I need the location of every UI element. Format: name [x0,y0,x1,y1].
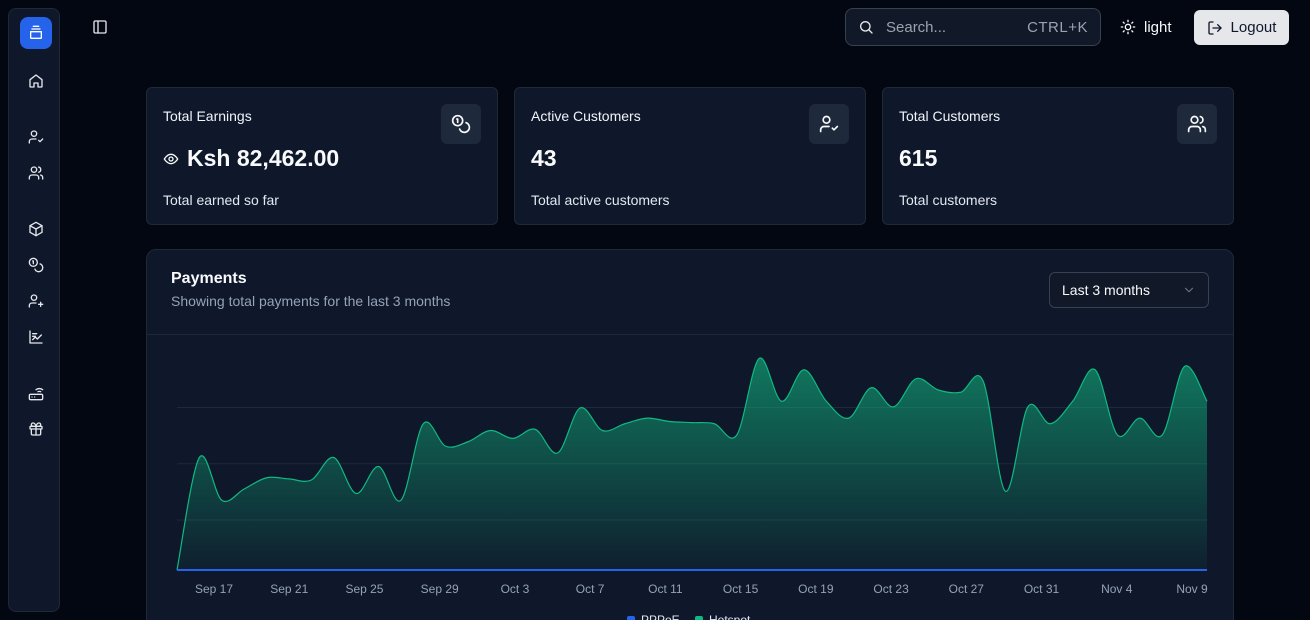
panel-divider [147,334,1233,335]
theme-label: light [1144,18,1172,36]
card-value: 615 [899,145,938,171]
x-tick-label: Oct 19 [798,582,834,596]
card-icon-box [441,104,481,144]
sidebar-item-routers[interactable] [24,381,48,405]
card-value: Ksh 82,462.00 [163,145,339,172]
sidebar-item-reports[interactable] [24,325,48,349]
x-tick-label: Oct 27 [949,582,985,596]
legend-swatch [695,616,703,620]
user-check-icon [28,130,44,144]
x-tick-label: Sep 21 [270,582,308,596]
legend-swatch [627,616,635,620]
panel-title: Payments [171,270,247,287]
stack-icon [30,25,42,39]
hotspot-line [176,357,1208,571]
sidebar-item-payments[interactable] [24,253,48,277]
home-icon [29,74,43,88]
search-shortcut: CTRL+K [1027,18,1088,36]
x-tick-label: Oct 23 [873,582,909,596]
gift-icon [29,422,43,436]
card-total-earnings: Total Earnings Ksh 82,462.00 Total earne… [146,87,498,225]
x-tick-label: Oct 11 [648,582,683,596]
panel-description: Showing total payments for the last 3 mo… [171,293,451,309]
logout-label: Logout [1230,19,1277,36]
sun-icon [1120,19,1136,35]
card-subtitle: Total customers [899,192,998,208]
card-icon-box [1177,104,1217,144]
range-select[interactable]: Last 3 months [1049,272,1209,308]
chart-icon [29,330,43,344]
panel-left-icon [93,20,107,34]
user-plus-icon [28,294,44,308]
x-tick-label: Oct 31 [1024,582,1060,596]
card-label: Total Earnings [163,108,252,124]
hotspot-area [177,358,1207,570]
sidebar-item-active-users[interactable] [24,125,48,149]
payments-chart: Sep 17 Sep 21 Sep 25 Sep 29 Oct 3 Oct 7 Oct 11… [176,357,1208,620]
x-tick-label: Oct 3 [501,582,530,596]
card-active-customers: Active Customers 43 Total active custome… [514,87,866,225]
card-subtitle: Total earned so far [163,192,279,208]
chevron-down-icon [1184,287,1194,293]
user-check-icon [819,115,839,133]
card-subtitle: Total active customers [531,192,670,208]
logout-button[interactable]: Logout [1194,10,1289,45]
sidebar-item-packages[interactable] [24,217,48,241]
range-select-value: Last 3 months [1062,282,1150,298]
earnings-amount: Ksh 82,462.00 [187,145,340,171]
x-tick-label: Oct 15 [723,582,759,596]
x-tick-label: Oct 7 [576,582,605,596]
sidebar-toggle-button[interactable] [88,15,112,39]
x-tick-label: Sep 25 [345,582,383,596]
sidebar [8,8,60,612]
card-icon-box [809,104,849,144]
search-icon [860,21,873,34]
card-label: Active Customers [531,108,641,124]
users-icon [28,166,44,180]
card-value: 43 [531,145,557,171]
eye-icon[interactable] [163,151,179,167]
x-tick-label: Sep 29 [421,582,459,596]
router-icon [28,387,44,401]
legend-label: Hotspot [709,613,751,620]
legend-label: PPPoE [641,613,680,620]
x-tick-label: Nov 9 [1176,582,1208,596]
sidebar-item-users[interactable] [24,161,48,185]
logout-icon [1207,20,1222,35]
theme-toggle-button[interactable]: light [1120,8,1172,46]
coins-icon [451,114,471,134]
sidebar-item-add-user[interactable] [24,289,48,313]
sidebar-item-vouchers[interactable] [24,417,48,441]
card-label: Total Customers [899,108,1001,124]
sidebar-item-home[interactable] [24,69,48,93]
x-tick-label: Nov 4 [1101,582,1133,596]
x-tick-label: Sep 17 [195,582,233,596]
search-input[interactable] [886,18,1016,36]
card-total-customers: Total Customers 615 Total customers [882,87,1234,225]
payments-panel: Payments Showing total payments for the … [146,249,1234,620]
package-icon [29,221,43,237]
coins-icon [28,257,44,273]
users-icon [1187,115,1207,133]
search-bar[interactable]: CTRL+K [845,8,1101,46]
app-logo[interactable] [20,17,52,49]
